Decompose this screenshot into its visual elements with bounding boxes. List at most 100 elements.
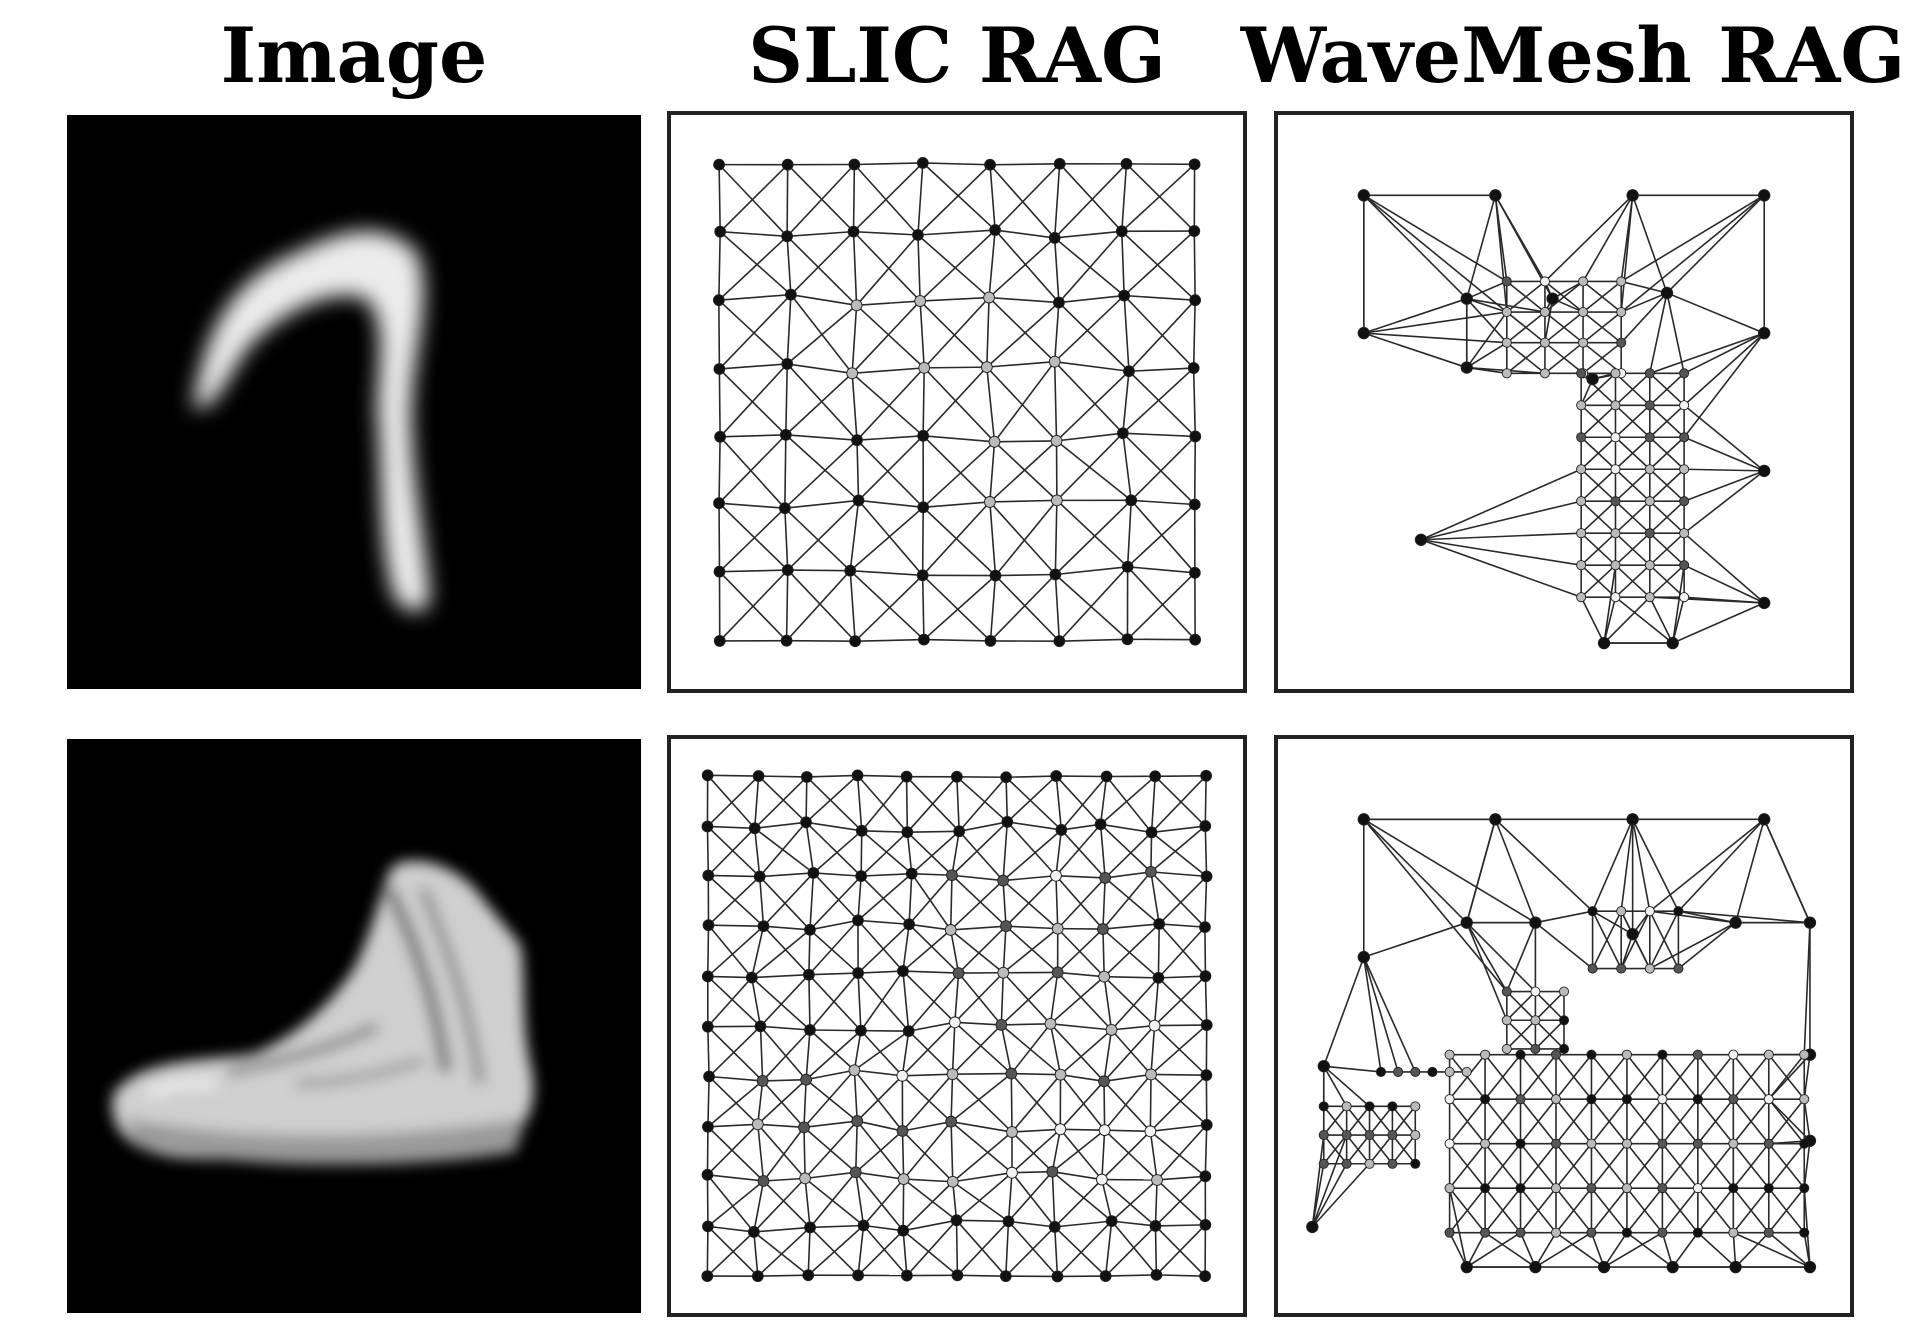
graph-node (1658, 1228, 1667, 1237)
graph-node (702, 971, 713, 982)
graph-node (1188, 363, 1199, 374)
graph-node (782, 231, 793, 242)
graph-node (702, 1271, 713, 1282)
graph-node (1319, 1159, 1328, 1168)
graph-node (1578, 277, 1587, 286)
slic-graph-shoe (671, 739, 1243, 1313)
graph-node (1622, 1050, 1631, 1059)
graph-node (981, 362, 992, 373)
graph-node (1645, 529, 1654, 538)
graph-node (917, 570, 928, 581)
graph-node (1056, 824, 1067, 835)
graph-node (1622, 1139, 1631, 1148)
graph-node (713, 295, 724, 306)
graph-node (1530, 1261, 1541, 1272)
graph-node (853, 968, 864, 979)
graph-node (1680, 561, 1689, 570)
graph-node (1551, 1228, 1560, 1237)
graph-node (1530, 917, 1541, 928)
graph-node (1680, 529, 1689, 538)
graph-node (1047, 1166, 1058, 1177)
graph-node (1611, 497, 1620, 506)
graph-node (1149, 1020, 1160, 1031)
graph-node (901, 771, 912, 782)
graph-node (1516, 1228, 1525, 1237)
graph-node (897, 1070, 908, 1081)
graph-node (1006, 1068, 1017, 1079)
graph-node (782, 159, 793, 170)
graph-node (1480, 1095, 1489, 1104)
graph-node (714, 159, 725, 170)
graph-node (1049, 1221, 1060, 1232)
graph-node (1095, 819, 1106, 830)
graph-node (803, 969, 814, 980)
header-wavemesh-rag: WaveMesh RAG (1240, 11, 1906, 100)
graph-node (918, 634, 929, 645)
graph-node (1645, 369, 1654, 378)
graph-node (853, 1270, 864, 1281)
graph-node (1502, 307, 1511, 316)
graph-node (1319, 1102, 1328, 1111)
graph-node (1531, 987, 1540, 996)
graph-node (1490, 814, 1501, 825)
graph-node (1461, 1261, 1472, 1272)
graph-node (1758, 597, 1769, 608)
graph-node (1661, 287, 1672, 298)
graph-node (1611, 401, 1620, 410)
graph-node (1804, 1261, 1815, 1272)
graph-node (1729, 1228, 1738, 1237)
graph-node (1461, 293, 1472, 304)
graph-node (954, 826, 965, 837)
graph-node (758, 1176, 769, 1187)
graph-node (1667, 1261, 1678, 1272)
graph-node (1480, 1184, 1489, 1193)
graph-node (1052, 1271, 1063, 1282)
wm2-nodes (1307, 814, 1816, 1273)
graph-node (1577, 401, 1586, 410)
graph-node (1627, 190, 1638, 201)
graph-node (1190, 431, 1201, 442)
graph-node (702, 821, 713, 832)
graph-node (1645, 401, 1654, 410)
graph-node (1480, 1139, 1489, 1148)
graph-node (945, 925, 956, 936)
graph-node (1101, 771, 1112, 782)
graph-node (1116, 226, 1127, 237)
graph-node (850, 636, 861, 647)
graph-node (781, 635, 792, 646)
graph-node (1200, 1219, 1211, 1230)
graph-node (1680, 593, 1689, 602)
graph-node (1342, 1130, 1351, 1139)
graph-node (702, 770, 713, 781)
graph-node (1054, 636, 1065, 647)
graph-node (856, 825, 867, 836)
wm1-nodes (1358, 190, 1770, 649)
graph-node (749, 823, 760, 834)
graph-node (849, 159, 860, 170)
graph-node (1645, 593, 1654, 602)
graph-node (898, 1174, 909, 1185)
graph-node (1099, 1076, 1110, 1087)
graph-node (1052, 923, 1063, 934)
graph-node (1051, 771, 1062, 782)
graph-node (1577, 529, 1586, 538)
graph-node (1318, 1060, 1329, 1071)
graph-node (1680, 401, 1689, 410)
graph-node (1049, 356, 1060, 367)
graph-node (1578, 307, 1587, 316)
graph-node (998, 875, 1009, 886)
graph-node (1461, 917, 1472, 928)
graph-node (1445, 1067, 1454, 1076)
graph-node (1190, 634, 1201, 645)
graph-node (915, 296, 926, 307)
graph-node (801, 1074, 812, 1085)
wavemesh-rag-shoe (1274, 735, 1854, 1317)
graph-node (714, 364, 725, 375)
graph-node (803, 1270, 814, 1281)
graph-node (752, 1119, 763, 1130)
graph-node (852, 1116, 863, 1127)
graph-node (1145, 1126, 1156, 1137)
graph-node (1800, 1095, 1809, 1104)
graph-node (1189, 499, 1200, 510)
graph-node (1598, 1261, 1609, 1272)
